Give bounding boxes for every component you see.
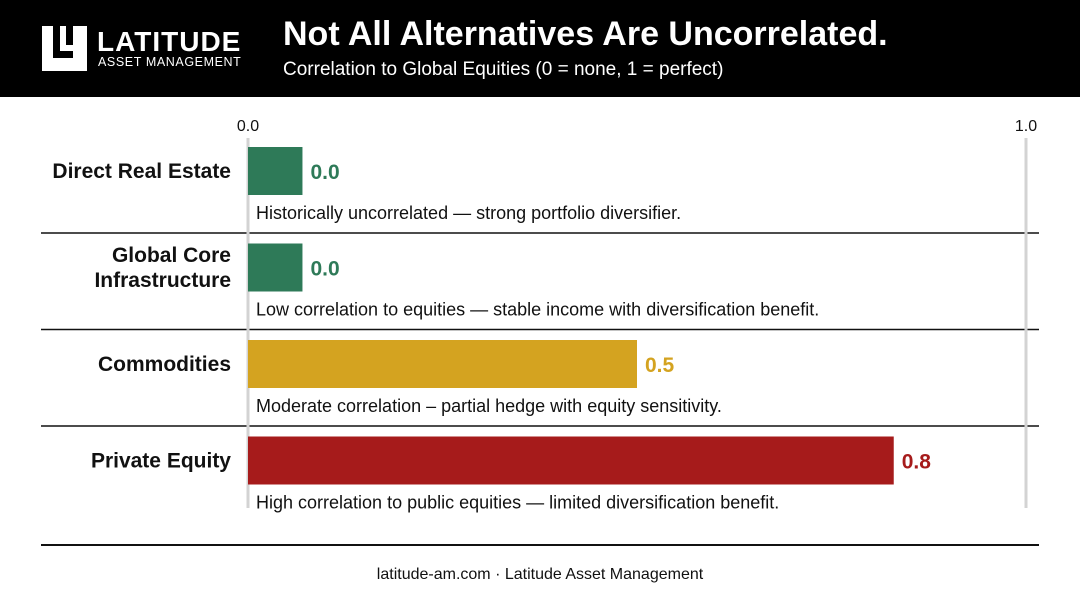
value-label: 0.5 — [645, 354, 675, 377]
bar — [248, 436, 894, 485]
annotation-text: Low correlation to equities — stable inc… — [256, 300, 819, 320]
value-label: 0.8 — [902, 451, 932, 474]
latitude-l-mark-icon — [42, 26, 87, 71]
x-tick-label: 0.0 — [237, 118, 259, 135]
bar — [248, 340, 637, 388]
page-subtitle: Correlation to Global Equities (0 = none… — [283, 59, 724, 80]
bar — [248, 147, 303, 195]
annotation-text: High correlation to public equities — li… — [256, 493, 779, 513]
value-label: 0.0 — [310, 161, 339, 184]
header-bar: LATITUDE ASSET MANAGEMENT Not All Altern… — [0, 0, 1080, 97]
annotation-text: Historically uncorrelated — strong portf… — [256, 203, 681, 223]
correlation-bar-chart: 0.0 1.0 Direct Real Estate 0.0 Historically … — [41, 118, 1039, 513]
footer-text: latitude-am.com · Latitude Asset Managem… — [376, 566, 704, 583]
brand-tagline: ASSET MANAGEMENT — [98, 55, 242, 69]
x-tick-label: 1.0 — [1015, 118, 1037, 135]
category-label: Private Equity — [91, 450, 231, 473]
category-label: Commodities — [98, 353, 231, 376]
brand-logo: LATITUDE ASSET MANAGEMENT — [42, 26, 257, 72]
category-label: Direct Real Estate — [52, 160, 231, 183]
footer-divider — [41, 544, 1039, 546]
bar — [248, 243, 303, 292]
brand-name: LATITUDE — [97, 26, 242, 57]
value-label: 0.0 — [310, 258, 339, 281]
annotation-text: Moderate correlation – partial hedge wit… — [256, 396, 722, 416]
page-title: Not All Alternatives Are Uncorrelated. — [283, 15, 888, 53]
category-label: Global Core Infrastructure — [94, 244, 231, 292]
